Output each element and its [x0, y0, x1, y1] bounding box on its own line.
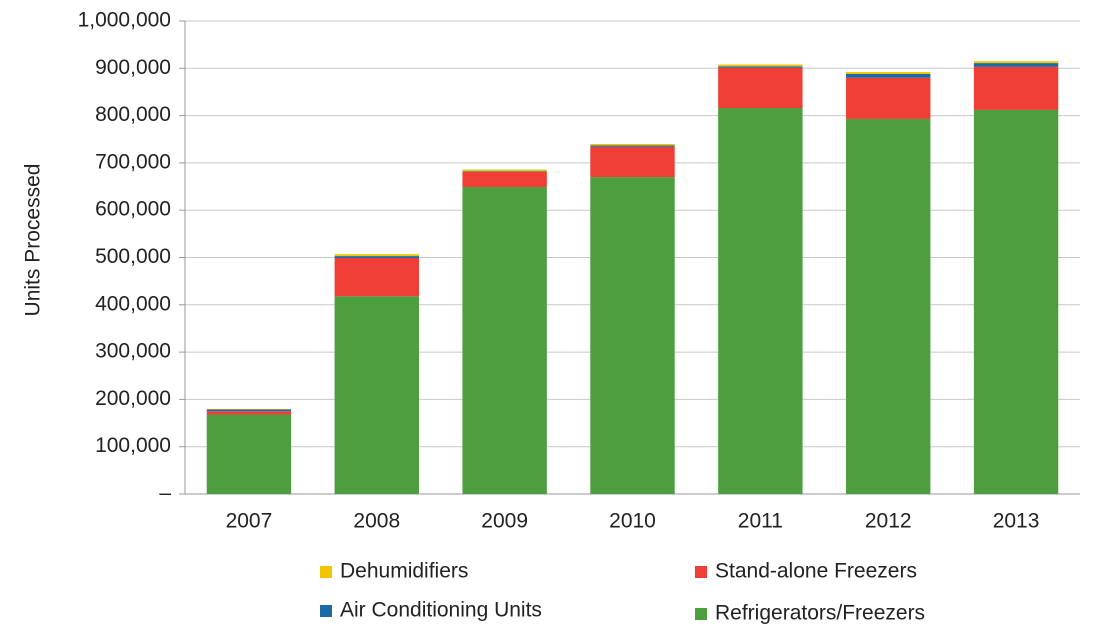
bar-segment: [846, 72, 931, 74]
bar-segment: [590, 146, 675, 178]
bar-segment: [590, 177, 675, 494]
legend-swatch: [320, 566, 332, 578]
bar-segment: [206, 409, 292, 412]
y-tick-label: 200,000: [95, 387, 171, 410]
legend-label: Stand-alone Freezers: [715, 560, 917, 583]
bar-segment: [846, 73, 931, 78]
y-tick-label: 900,000: [95, 56, 171, 79]
legend-label: Dehumidifiers: [340, 560, 468, 583]
y-tick-label: 1,000,000: [78, 9, 171, 32]
y-tick-label: 400,000: [95, 292, 171, 315]
bar-segment: [718, 67, 803, 109]
bar-segment: [973, 61, 1059, 64]
bar-segment: [334, 256, 419, 258]
x-tick-label: 2009: [481, 510, 528, 533]
bar-segment: [334, 296, 419, 494]
bar-segment: [718, 108, 803, 495]
x-tick-label: 2011: [738, 510, 783, 533]
bar-segment: [462, 187, 547, 494]
bar-segment: [846, 118, 931, 494]
y-tick-label: 100,000: [95, 434, 171, 457]
legend-swatch: [695, 566, 707, 578]
bar-segment: [206, 414, 292, 494]
y-tick-label: 600,000: [95, 198, 171, 221]
y-tick-label: –: [159, 482, 171, 505]
x-tick-label: 2008: [353, 510, 400, 533]
bar-segment: [462, 171, 547, 188]
bar-segment: [973, 63, 1059, 67]
bar-segment: [206, 411, 292, 415]
bar-segment: [846, 77, 931, 119]
legend-label: Air Conditioning Units: [340, 599, 542, 622]
bar-segment: [334, 254, 419, 257]
bar-segment: [973, 66, 1059, 110]
y-tick-label: 700,000: [95, 150, 171, 173]
bar-segment: [590, 143, 675, 146]
bar-segment: [718, 66, 803, 68]
legend-swatch: [320, 605, 332, 617]
x-tick-label: 2010: [609, 510, 656, 533]
x-tick-label: 2012: [865, 510, 912, 533]
legend-swatch: [695, 608, 707, 620]
y-tick-label: 800,000: [95, 103, 171, 126]
y-tick-label: 300,000: [95, 340, 171, 363]
x-tick-label: 2013: [993, 510, 1040, 533]
bar-segment: [462, 169, 547, 172]
bar-segment: [334, 257, 419, 297]
bar-segment: [462, 171, 547, 172]
legend-label: Refrigerators/Freezers: [715, 602, 925, 625]
bar-segment: [718, 64, 803, 67]
bar-segment: [973, 109, 1059, 494]
bar-segment: [590, 145, 675, 147]
y-tick-label: 500,000: [95, 245, 171, 268]
y-axis-label: Units Processed: [22, 164, 45, 317]
x-tick-label: 2007: [226, 510, 273, 533]
